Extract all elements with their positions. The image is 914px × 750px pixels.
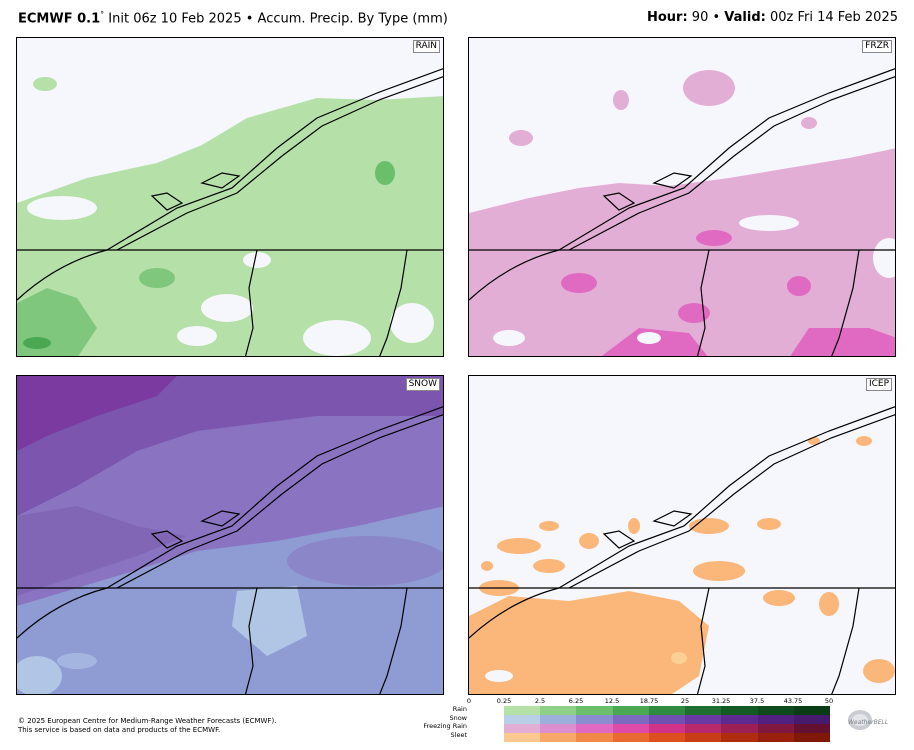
tick-label: 0.25: [496, 697, 512, 705]
degree-symbol: °: [100, 10, 105, 19]
rain-color-swatch: [504, 706, 541, 715]
snow-color-swatch: [612, 715, 649, 724]
tick-label: 0: [466, 697, 472, 705]
frzr-color-swatch: [721, 724, 758, 733]
rain-color-swatch: [721, 706, 758, 715]
legend-ticks: 0 0.25 2.5 6.25 12.5 18.75 25 31.25 37.5…: [0, 697, 914, 707]
snow-color-swatch: [721, 715, 758, 724]
frzr-color-swatch: [793, 724, 830, 733]
legend-sleet-label: Sleet: [450, 730, 467, 739]
legend-snow-label: Snow: [449, 713, 467, 722]
snow-label: SNOW: [405, 378, 440, 391]
sleet-color-row: [504, 733, 830, 742]
init-description: Init 06z 10 Feb 2025 • Accum. Precip. By…: [104, 11, 448, 27]
snow-color-swatch: [793, 715, 830, 724]
frzr-color-swatch: [757, 724, 794, 733]
tick-label: 50: [824, 697, 834, 705]
frzr-color-swatch: [612, 724, 649, 733]
legend-row-labels: Rain Snow Freezing Rain Sleet: [412, 705, 467, 739]
logo-icon: WeatherBELL: [848, 710, 888, 730]
snow-color-swatch: [648, 715, 686, 724]
sleet-color-swatch: [757, 733, 794, 742]
frzr-color-swatch: [648, 724, 686, 733]
legend-frzr-label: Freezing Rain: [423, 722, 467, 730]
tick-label: 18.75: [639, 697, 659, 705]
rain-color-swatch: [612, 706, 649, 715]
rain-color-swatch: [793, 706, 830, 715]
hour-label: Hour:: [646, 10, 688, 25]
valid-label: Valid:: [724, 10, 766, 25]
sleet-color-swatch: [793, 733, 830, 742]
model-name: ECMWF 0.1: [18, 11, 101, 27]
tick-label: 31.25: [711, 697, 731, 705]
icep-label: ICEP: [865, 378, 892, 391]
snow-color-swatch: [576, 715, 613, 724]
sleet-color-swatch: [612, 733, 649, 742]
sleet-color-swatch: [685, 733, 722, 742]
rain-color-swatch: [757, 706, 794, 715]
snow-color-swatch: [757, 715, 794, 724]
hour-value: 90 •: [687, 10, 725, 25]
snow-color-swatch: [685, 715, 722, 724]
sleet-color-swatch: [576, 733, 613, 742]
frzr-color-swatch: [504, 724, 541, 733]
rain-color-swatch: [576, 706, 613, 715]
legend-rain-label: Rain: [452, 705, 467, 713]
valid-value: 00z Fri 14 Feb 2025: [765, 10, 898, 25]
frzr-color-swatch: [576, 724, 613, 733]
rain-color-swatch: [540, 706, 577, 715]
tick-label: 2.5: [534, 697, 546, 705]
map-title: ECMWF 0.1° Init 06z 10 Feb 2025 • Accum.…: [18, 10, 448, 26]
tick-label: 12.5: [604, 697, 620, 705]
icep-panel: ICEP: [468, 375, 896, 695]
frzr-map: [469, 38, 895, 356]
weatherbell-logo: WeatherBELL: [842, 706, 898, 738]
rain-map: [17, 38, 443, 356]
copyright-line-2: This service is based on data and produc…: [18, 726, 221, 734]
frzr-color-swatch: [685, 724, 722, 733]
snow-color-swatch: [504, 715, 541, 724]
valid-time: Hour: 90 • Valid: 00z Fri 14 Feb 2025: [647, 10, 898, 25]
snow-panel: SNOW: [16, 375, 444, 695]
snow-map: [17, 376, 443, 694]
copyright-notice: © 2025 European Centre for Medium-Range …: [18, 717, 276, 735]
copyright-line-1: © 2025 European Centre for Medium-Range …: [18, 717, 277, 725]
tick-label: 6.25: [568, 697, 584, 705]
frzr-label: FRZR: [862, 40, 892, 53]
frzr-color-swatch: [540, 724, 577, 733]
rain-color-swatch: [648, 706, 686, 715]
sleet-color-swatch: [648, 733, 686, 742]
tick-label: 43.75: [783, 697, 803, 705]
sleet-color-swatch: [504, 733, 541, 742]
sleet-color-swatch: [721, 733, 758, 742]
color-scale: [504, 706, 830, 742]
tick-label: 37.5: [749, 697, 765, 705]
tick-label: 25: [680, 697, 690, 705]
sleet-color-swatch: [540, 733, 577, 742]
frzr-color-row: [504, 724, 830, 733]
frzr-panel: FRZR: [468, 37, 896, 357]
snow-color-row: [504, 715, 830, 724]
snow-color-swatch: [540, 715, 577, 724]
rain-color-row: [504, 706, 830, 715]
rain-panel: RAIN: [16, 37, 444, 357]
icep-map: [469, 376, 895, 694]
svg-text:WeatherBELL: WeatherBELL: [848, 719, 888, 726]
rain-label: RAIN: [412, 40, 440, 53]
rain-color-swatch: [685, 706, 722, 715]
